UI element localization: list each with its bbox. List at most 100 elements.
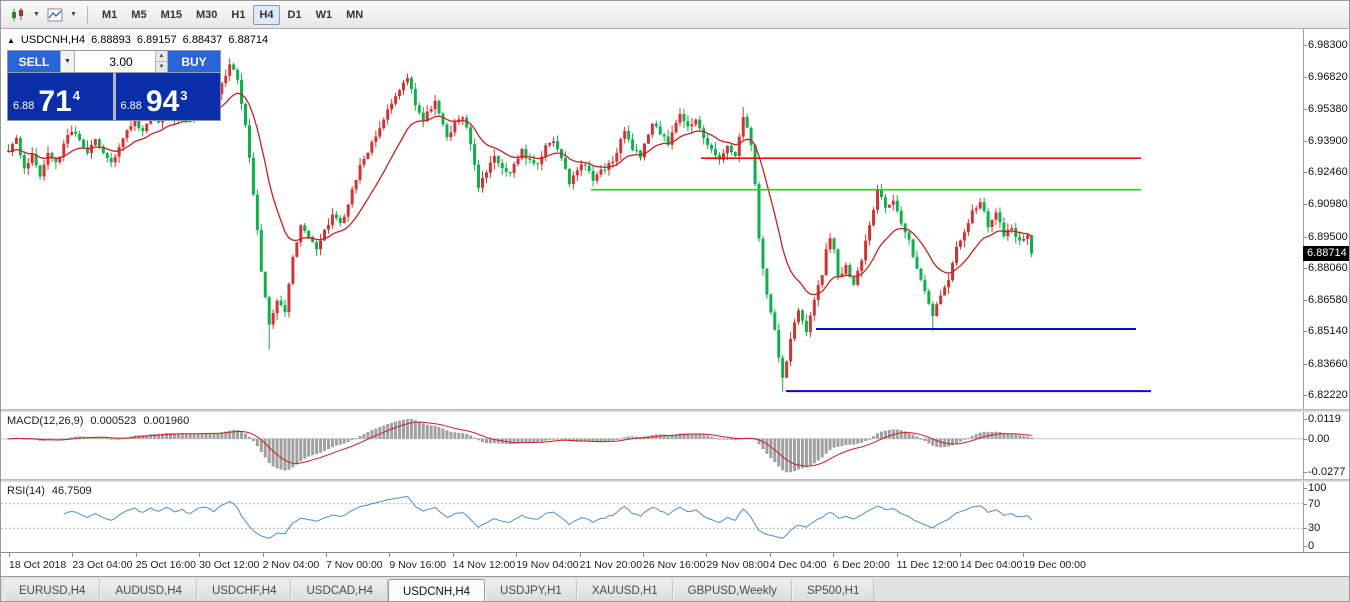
- sell-price-display[interactable]: 6.88 714: [8, 73, 113, 120]
- time-axis-tick: [769, 553, 771, 557]
- panel-splitter[interactable]: [1, 409, 1349, 412]
- indicators-glyph: [47, 8, 63, 21]
- price-axis-tick: [1303, 140, 1307, 142]
- time-axis-label: 14 Dec 04:00: [960, 559, 1023, 571]
- chart-tab-sp500[interactable]: SP500,H1: [791, 579, 875, 601]
- chart-tab-eurusd[interactable]: EURUSD,H4: [4, 579, 101, 601]
- rsi-chart[interactable]: [1, 482, 1350, 552]
- timeframe-button-w1[interactable]: W1: [315, 8, 333, 21]
- chart-tab-xauusd[interactable]: XAUUSD,H1: [576, 579, 673, 601]
- chart-tab-gbpusd[interactable]: GBPUSD,Weekly: [672, 579, 792, 601]
- price-axis-label: 6.89500: [1308, 230, 1348, 243]
- order-type-dropdown[interactable]: ▼: [60, 51, 75, 72]
- price-axis-tick: [1303, 108, 1307, 110]
- candlestick-chart-icon[interactable]: [6, 4, 30, 26]
- time-axis-tick: [706, 553, 708, 557]
- time-axis-tick: [516, 553, 518, 557]
- macd-axis-label: 0.0119: [1308, 413, 1341, 425]
- time-axis-label: 9 Nov 16:00: [389, 559, 447, 571]
- volume-value: 3.00: [109, 54, 133, 69]
- price-axis-tick: [1303, 267, 1307, 269]
- rsi-axis-label: 70: [1308, 497, 1321, 510]
- timeframe-button-d1[interactable]: D1: [287, 8, 302, 21]
- chart-type-dropdown-icon[interactable]: ▼: [33, 11, 40, 18]
- timeframe-button-m15[interactable]: M15: [160, 8, 182, 21]
- one-click-trading-widget: SELL ▼ 3.00 ▲ ▼ BUY 6.88 714: [7, 50, 221, 121]
- candlestick-chart[interactable]: [1, 29, 1350, 409]
- time-axis-label: 18 Oct 2018: [9, 559, 67, 571]
- price-axis-tick: [1303, 331, 1307, 333]
- macd-chart[interactable]: [1, 412, 1350, 479]
- time-axis-tick: [389, 553, 391, 557]
- timeframe-button-h1[interactable]: H1: [231, 8, 246, 21]
- rsi-panel: RSI(14) 46.7509 100 70 30 0: [1, 482, 1350, 552]
- buy-button[interactable]: BUY: [168, 51, 220, 72]
- timeframe-button-m5[interactable]: M5: [131, 8, 147, 21]
- macd-axis-label: -0.0277: [1308, 466, 1346, 478]
- timeframe-button-h4[interactable]: H4: [253, 4, 280, 25]
- time-axis-tick: [452, 553, 454, 557]
- timeframe-button-m1[interactable]: M1: [102, 8, 118, 21]
- buy-price-base: 6.88: [120, 100, 142, 112]
- chart-tab-audusd[interactable]: AUDUSD,H4: [100, 579, 197, 601]
- price-axis-label: 6.82220: [1308, 389, 1348, 401]
- chart-tab-usdjpy[interactable]: USDJPY,H1: [485, 579, 577, 601]
- indicators-dropdown-icon[interactable]: ▼: [70, 11, 77, 18]
- buy-price-display[interactable]: 6.88 943: [115, 73, 220, 120]
- time-axis-tick: [326, 553, 327, 557]
- sell-button[interactable]: SELL: [8, 51, 60, 72]
- sell-price-big: 714: [38, 85, 81, 118]
- time-axis-tick: [9, 553, 10, 557]
- price-axis-label: 6.88060: [1308, 261, 1348, 274]
- buy-price-big: 943: [145, 85, 188, 118]
- price-axis-label: 6.98300: [1308, 39, 1348, 51]
- toolbar-separator: [87, 5, 88, 24]
- time-axis-label: 4 Dec 04:00: [769, 559, 827, 571]
- price-axis-label: 6.95380: [1308, 102, 1348, 115]
- ohlc-low: 6.88437: [182, 34, 223, 46]
- price-axis-label: 6.83660: [1308, 357, 1348, 370]
- chart-tab-usdcnh[interactable]: USDCNH,H4: [387, 579, 486, 601]
- chart-tab-usdcad[interactable]: USDCAD,H4: [291, 579, 388, 601]
- price-axis-tick: [1303, 77, 1307, 79]
- rsi-label: RSI(14) 46.7509: [7, 485, 92, 497]
- rsi-axis-tick: [1303, 488, 1307, 489]
- candlestick-glyph: [12, 7, 23, 21]
- time-axis-label: 14 Nov 12:00: [452, 559, 516, 571]
- chart-toolbar: ▼ ▼ M1 M5 M15 M30 H1 H4 D1 W1 MN: [1, 1, 1349, 29]
- indicators-icon[interactable]: [43, 4, 67, 26]
- time-axis-tick: [833, 553, 835, 557]
- time-axis-tick: [262, 553, 264, 557]
- timeframe-button-mn[interactable]: MN: [346, 8, 364, 21]
- time-axis-tick: [579, 553, 581, 557]
- rsi-axis-label: 0: [1308, 540, 1315, 552]
- ohlc-header: ▲ USDCNH,H4 6.88893 6.89157 6.88437 6.88…: [7, 34, 268, 46]
- time-axis-tick: [960, 553, 961, 557]
- time-axis-label: 25 Oct 16:00: [135, 559, 196, 571]
- macd-axis-tick: [1303, 419, 1307, 420]
- time-axis-tick: [199, 553, 201, 557]
- timeframe-button-group: M1 M5 M15 M30 H1 H4 D1 W1 MN: [95, 4, 370, 25]
- chevron-down-icon: ▼: [64, 58, 71, 65]
- panel-splitter[interactable]: [1, 479, 1349, 482]
- rsi-axis-tick: [1303, 503, 1307, 505]
- macd-label: MACD(12,26,9) 0.000523 0.001960: [7, 415, 190, 427]
- ohlc-close: 6.88714: [228, 34, 269, 46]
- time-axis[interactable]: 18 Oct 2018 23 Oct 04:00 25 Oct 16:00 30 Oc…: [1, 552, 1349, 576]
- timeframe-button-m30[interactable]: M30: [195, 8, 218, 21]
- price-axis-label: 6.96820: [1308, 71, 1348, 84]
- volume-decrease-button[interactable]: ▼: [156, 62, 167, 72]
- macd-axis-label: 0.00: [1308, 432, 1330, 445]
- price-axis-tick: [1303, 172, 1307, 174]
- rsi-axis-tick: [1303, 546, 1307, 547]
- chart-tab-usdchf[interactable]: USDCHF,H4: [196, 579, 292, 601]
- time-axis-label: 2 Nov 04:00: [262, 559, 320, 571]
- sell-price-base: 6.88: [13, 100, 35, 112]
- time-axis-label: 11 Dec 12:00: [896, 559, 959, 571]
- price-axis-tick: [1303, 204, 1307, 206]
- volume-input[interactable]: 3.00 ▲ ▼: [75, 51, 168, 72]
- price-axis-label: 6.85140: [1308, 325, 1348, 338]
- price-axis-tick: [1303, 363, 1307, 365]
- volume-increase-button[interactable]: ▲: [156, 51, 167, 62]
